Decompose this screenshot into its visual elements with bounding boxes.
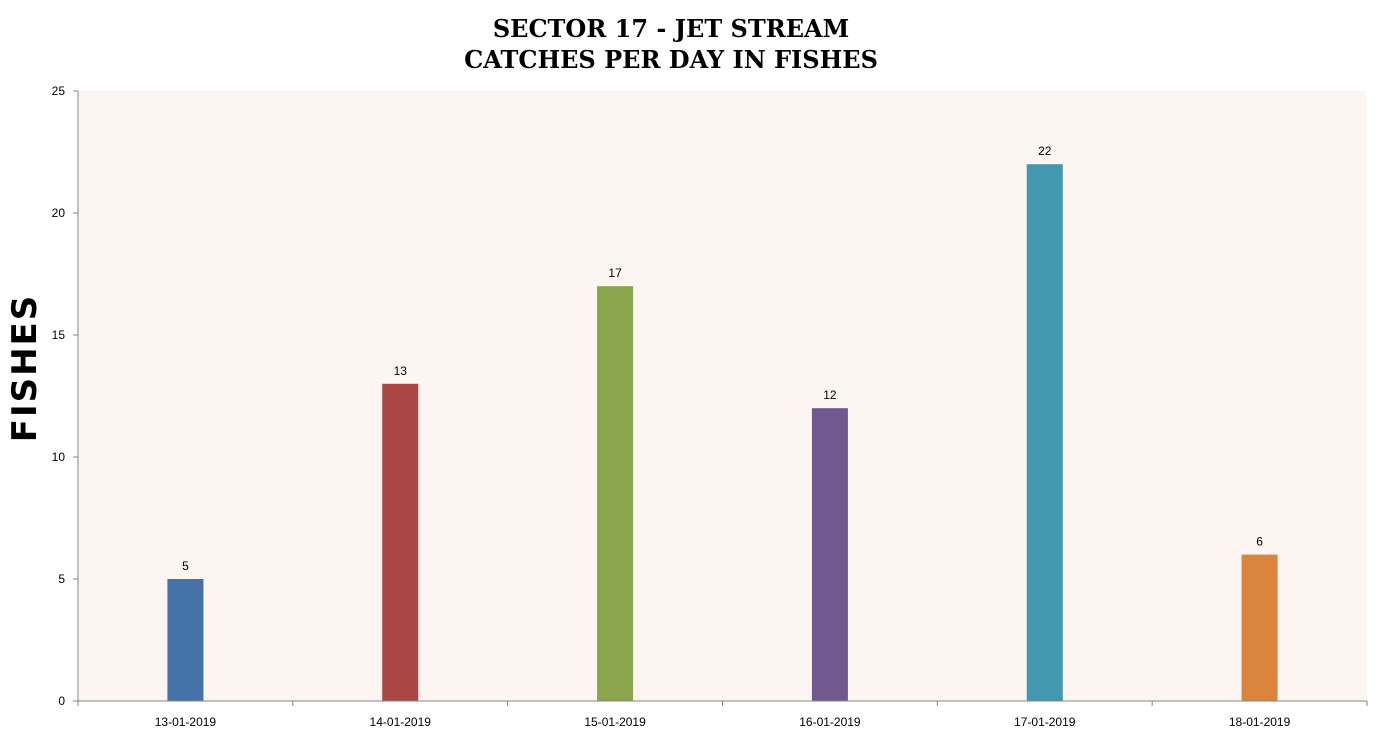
plot-area	[78, 91, 1367, 701]
x-tick-label-14-01-2019: 14-01-2019	[370, 715, 432, 729]
data-labels-group: 5 13 17 12 22 6	[182, 144, 1263, 573]
data-label-17-01-2019: 22	[1038, 144, 1052, 158]
data-label-14-01-2019: 13	[394, 364, 408, 378]
y-tick-label-0: 0	[58, 694, 65, 708]
y-tick-label-25: 25	[52, 84, 66, 98]
y-axis-label: FISHES	[5, 294, 45, 443]
bar-14-01-2019	[382, 383, 419, 701]
y-tick-label-5: 5	[58, 572, 65, 586]
data-label-16-01-2019: 12	[823, 388, 837, 402]
axes-group: 0 5 10 15 20 25 13-01-2019 14-01-2019 15-01-2019…	[52, 84, 1368, 729]
x-tick-label-17-01-2019: 17-01-2019	[1014, 715, 1076, 729]
data-label-15-01-2019: 17	[608, 266, 622, 280]
y-tick-label-10: 10	[52, 450, 66, 464]
bar-18-01-2019	[1241, 554, 1278, 701]
y-tick-label-20: 20	[52, 206, 66, 220]
x-tick-label-15-01-2019: 15-01-2019	[584, 715, 646, 729]
y-tick-label-15: 15	[52, 328, 66, 342]
bars-group	[167, 164, 1278, 701]
x-tick-label-16-01-2019: 16-01-2019	[799, 715, 861, 729]
data-label-18-01-2019: 6	[1256, 535, 1263, 549]
chart-subtitle: CATCHES PER DAY IN FISHES	[464, 45, 878, 74]
x-tick-label-18-01-2019: 18-01-2019	[1229, 715, 1291, 729]
bar-17-01-2019	[1026, 164, 1063, 701]
x-tick-label-13-01-2019: 13-01-2019	[155, 715, 217, 729]
bar-13-01-2019	[167, 579, 204, 701]
data-label-13-01-2019: 5	[182, 559, 189, 573]
bar-16-01-2019	[811, 408, 848, 701]
bar-15-01-2019	[597, 286, 634, 701]
chart-title: SECTOR 17 - JET STREAM	[493, 14, 849, 43]
